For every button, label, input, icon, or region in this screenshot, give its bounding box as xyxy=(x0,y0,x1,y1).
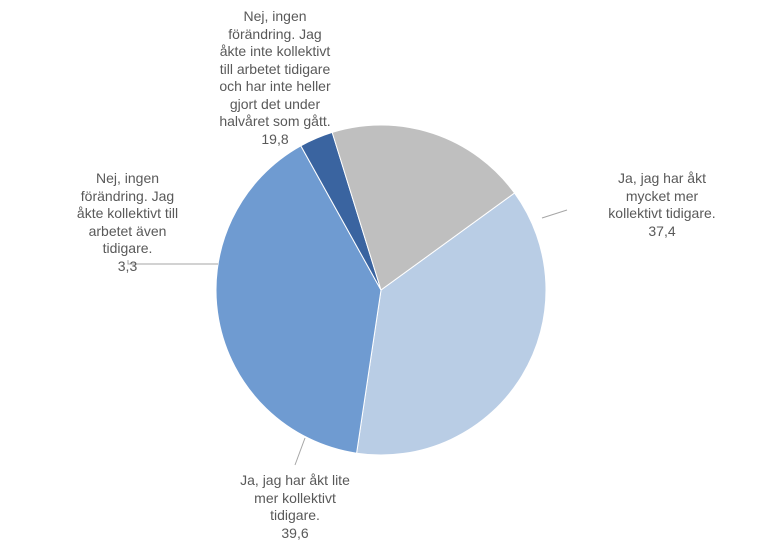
slice-label: Nej, ingen förändring. Jag åkte kollekti… xyxy=(45,170,210,275)
slice-label: Ja, jag har åkt mycket mer kollektivt ti… xyxy=(572,170,752,240)
pie-chart: Ja, jag har åkt mycket mer kollektivt ti… xyxy=(0,0,762,552)
slice-label: Ja, jag har åkt lite mer kollektivt tidi… xyxy=(205,472,385,542)
slice-label: Nej, ingen förändring. Jag åkte inte kol… xyxy=(180,8,370,148)
pie-svg xyxy=(0,0,762,552)
